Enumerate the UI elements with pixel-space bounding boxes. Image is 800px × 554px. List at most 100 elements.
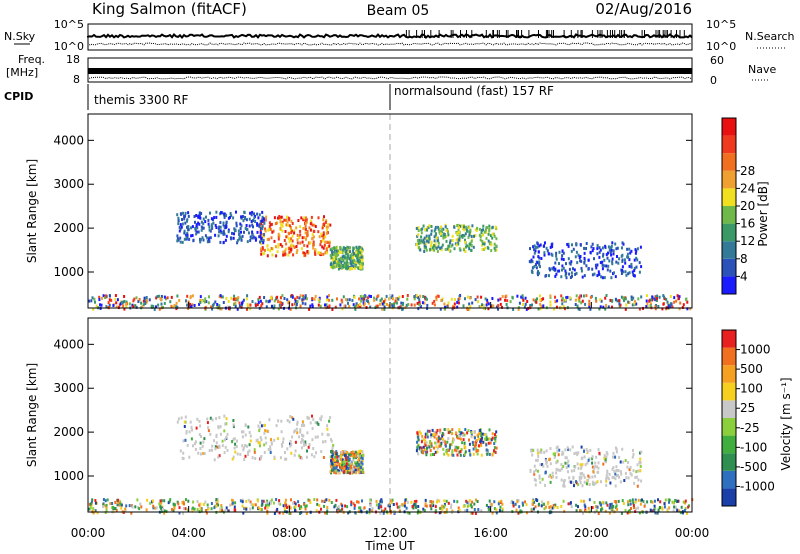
power-cell [220, 307, 223, 311]
velocity-cell [678, 509, 681, 513]
velocity-cell [578, 478, 581, 482]
power-cell [187, 211, 190, 215]
power-cell [426, 239, 429, 243]
power-cell [487, 302, 490, 306]
power-cell [427, 225, 430, 229]
power-cell [229, 215, 231, 219]
power-cell [220, 231, 223, 235]
power-cell [116, 298, 119, 302]
velocity-cell [299, 430, 302, 434]
velocity-cell [152, 506, 155, 510]
power-cell [430, 244, 432, 248]
power-cell [177, 216, 180, 220]
power-cell [603, 264, 606, 268]
velocity-cell [567, 470, 569, 474]
power-cell [676, 294, 679, 298]
power-cell [321, 245, 324, 249]
power-cell [624, 307, 627, 311]
power-cell [194, 220, 196, 224]
velocity-cell [417, 438, 420, 442]
power-cell [218, 230, 221, 234]
power-cell [543, 253, 546, 257]
power-cell [413, 303, 416, 307]
velocity-cell [349, 465, 352, 469]
velocity-cell [532, 448, 535, 452]
velocity-cell [275, 424, 278, 428]
velocity-cell [424, 447, 427, 451]
power-cell [588, 299, 591, 303]
velocity-cell [418, 446, 421, 450]
velocity-cell [259, 444, 261, 448]
power-cell [635, 256, 638, 260]
velocity-cell [653, 508, 655, 512]
power-cell [398, 305, 401, 309]
power-cell [575, 294, 578, 298]
velocity-cell [184, 415, 187, 419]
velocity-cell [245, 507, 248, 511]
power-cell [309, 222, 312, 226]
velocity-cell [544, 483, 546, 487]
power-cell [280, 301, 283, 305]
power-cell [339, 247, 342, 251]
velocity-cell [210, 502, 213, 505]
power-cell [638, 270, 641, 274]
velocity-cell [347, 463, 350, 467]
power-colorbar-swatch [722, 206, 736, 224]
power-cell [490, 249, 493, 253]
power-colorbar-tick-label: 20 [740, 199, 755, 213]
velocity-cell [470, 433, 473, 437]
velocity-cell [233, 446, 236, 450]
velocity-cell [460, 437, 462, 441]
power-cell [260, 219, 263, 223]
velocity-cell [301, 423, 304, 427]
power-cell [669, 304, 672, 308]
velocity-cell [231, 501, 234, 505]
velocity-cell [353, 470, 356, 474]
velocity-cell [515, 508, 518, 512]
power-cell [257, 301, 260, 304]
nave-tick-bottom: 0 [710, 74, 717, 87]
velocity-cell [165, 509, 168, 513]
power-cell [357, 256, 360, 260]
power-cell [579, 243, 582, 247]
x-axis-label: Time UT [364, 539, 415, 553]
velocity-cell [450, 506, 452, 510]
velocity-cell [441, 432, 444, 435]
velocity-cell [307, 498, 310, 502]
power-cell [679, 301, 682, 305]
velocity-cell [199, 424, 202, 428]
power-cell [606, 256, 609, 260]
velocity-cell [173, 506, 176, 510]
velocity-cell [352, 450, 354, 454]
power-cell [574, 303, 577, 306]
velocity-cell [232, 425, 235, 429]
power-cell [483, 242, 486, 246]
velocity-cell [346, 468, 349, 471]
power-cell [95, 304, 98, 308]
velocity-cell [601, 500, 604, 504]
velocity-cell [227, 509, 230, 513]
power-cell [459, 234, 461, 238]
power-cell [256, 303, 259, 307]
velocity-cell [591, 455, 594, 459]
power-cell [616, 299, 619, 303]
velocity-cell [223, 429, 226, 433]
velocity-cell [218, 454, 221, 458]
velocity-ytick-label: 1000 [53, 469, 84, 483]
velocity-cell [521, 501, 524, 505]
velocity-cell [251, 506, 254, 510]
velocity-cell [518, 505, 521, 509]
velocity-cell [307, 416, 310, 420]
power-cell [535, 266, 538, 270]
power-cell [185, 299, 187, 303]
power-cell [341, 307, 344, 311]
velocity-cell [337, 509, 340, 513]
velocity-cell [242, 446, 245, 450]
velocity-cell [561, 450, 564, 454]
velocity-cell [249, 439, 252, 443]
power-cell [425, 234, 428, 238]
velocity-cell [453, 438, 456, 442]
nsearch-label: N.Search [745, 30, 795, 43]
power-cell [499, 297, 502, 301]
